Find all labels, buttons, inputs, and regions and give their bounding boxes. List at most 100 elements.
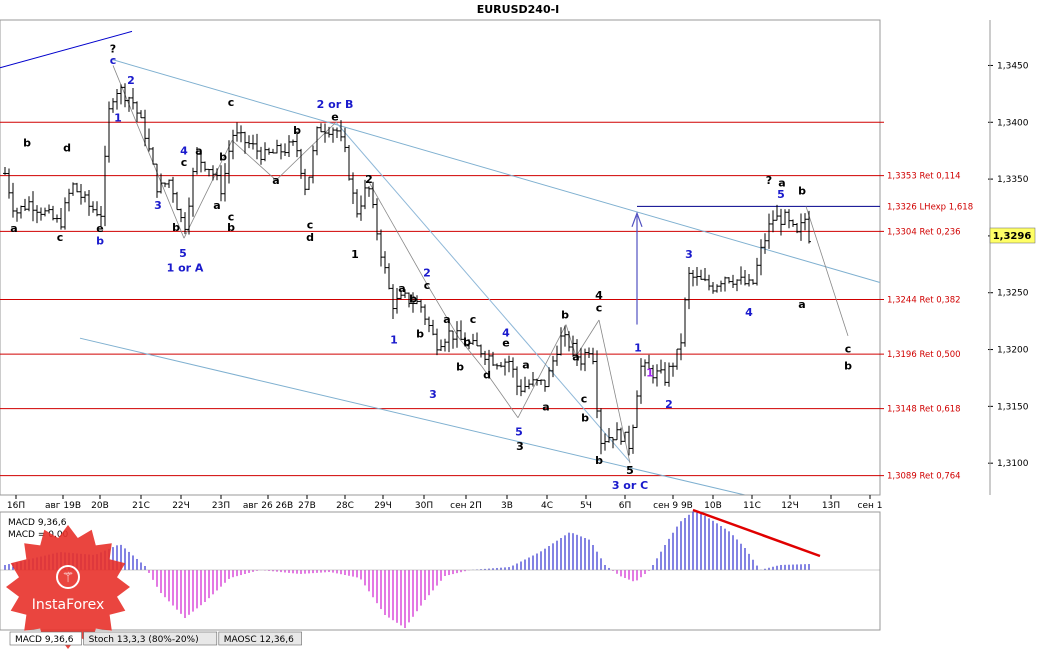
time-tick-label: 20В — [91, 501, 109, 511]
wave-label: b — [172, 221, 180, 234]
time-tick-label: авг 19В — [45, 501, 81, 511]
wave-label: c — [845, 342, 852, 355]
wave-label: a — [522, 358, 529, 371]
wave-label: 3 — [685, 248, 693, 261]
wave-label: b — [293, 124, 301, 137]
indicator-tab-label: MACD 9,36,6 — [15, 635, 74, 645]
wave-zigzag-10 — [575, 319, 600, 357]
wave-label: 5 — [179, 247, 187, 260]
wave-label: b — [798, 184, 806, 197]
indicator-tab-bg — [9, 631, 82, 646]
wave-label: 5 — [777, 188, 785, 201]
macd-panel — [0, 511, 881, 631]
wave-zigzag-4 — [367, 180, 429, 287]
wave-label: 1 or A — [167, 262, 204, 275]
indicator-tab-label: MAOSC 12,36,6 — [224, 635, 294, 645]
time-tick-label: 5Ч — [580, 501, 592, 511]
wave-label: c — [181, 156, 188, 169]
macd-value-label: MACD = 0,00 — [8, 530, 69, 540]
macd-label: MACD 9,36,6 — [8, 518, 67, 528]
time-tick-label: 29Ч — [374, 501, 392, 511]
wave-label: 5 — [515, 425, 523, 438]
indicator-tab-1[interactable]: Stoch 13,3,3 (80%-20%) — [83, 631, 218, 646]
wave-label: b — [581, 412, 589, 425]
wave-label: 1 — [351, 248, 359, 261]
wave-zigzag-3 — [275, 121, 337, 181]
wave-label: c — [228, 211, 235, 224]
time-tick-label: сен 9 9В — [653, 501, 693, 511]
wave-guide-line — [335, 121, 631, 463]
level-label-7: 1,3089 Ret 0,764 — [887, 472, 961, 482]
time-tick-label: 6П — [619, 501, 632, 511]
time-tick-label: 21С — [132, 501, 150, 511]
time-tick-label: 28С — [336, 501, 354, 511]
time-tick-label: 11С — [743, 501, 761, 511]
wave-label: c — [424, 279, 431, 292]
wave-label: 3 or C — [612, 479, 648, 492]
time-tick-label: 22Ч — [172, 501, 190, 511]
wave-label: e — [502, 337, 509, 350]
level-label-5: 1,3196 Ret 0,500 — [887, 350, 961, 360]
wave-label: b — [219, 150, 227, 163]
wave-label: a — [778, 177, 785, 190]
wave-label: 4 — [502, 327, 510, 340]
wave-label: b — [844, 359, 852, 372]
wave-label: 1 — [634, 341, 642, 354]
wave-label: 3 — [429, 388, 437, 401]
wave-label: c — [470, 313, 477, 326]
indicator-tab-2[interactable]: MAOSC 12,36,6 — [218, 631, 302, 646]
wave-label: 2 or B — [317, 98, 354, 111]
wave-zigzag-9 — [565, 324, 577, 357]
wave-label: 5 — [626, 464, 634, 477]
wave-label: b — [227, 221, 235, 234]
time-tick-label: 10В — [704, 501, 722, 511]
price-tick-label: 1,3150 — [997, 402, 1029, 412]
wave-label: c — [110, 54, 117, 67]
wave-label: d — [483, 369, 491, 382]
wave-label: a — [443, 313, 450, 326]
watermark-text: InstaForex — [32, 597, 105, 613]
channel-line-2 — [0, 30, 133, 69]
level-label-3: 1,3304 Ret 0,236 — [887, 227, 961, 237]
wave-zigzag-2 — [231, 140, 277, 181]
instaforex-logo: ⚚ InstaForex — [6, 525, 130, 649]
wave-label: 4 — [745, 306, 753, 319]
time-axis: 16П авг 19В 20В 21С 22Ч 23П авг 26 26В 27В 28С 29… — [7, 495, 883, 511]
current-price-label: 1,3296 — [993, 231, 1032, 242]
indicator-tab-0[interactable]: MACD 9,36,6 — [9, 631, 82, 646]
time-tick-label: сен 1 — [858, 501, 883, 511]
channel-line-1 — [79, 337, 746, 496]
svg-text:⚚: ⚚ — [62, 570, 75, 586]
wave-zigzag-8 — [517, 324, 567, 418]
time-tick-label: 23П — [212, 501, 230, 511]
wave-label: b — [23, 137, 31, 150]
wave-label: ? — [110, 42, 116, 55]
wave-label: a — [398, 282, 405, 295]
price-tick-label: 1,3100 — [997, 459, 1029, 469]
time-tick-label: авг 26 26В — [243, 501, 293, 511]
wave-label: b — [96, 234, 104, 247]
projection-arrow-head — [631, 211, 643, 228]
time-tick-label: 4С — [541, 501, 553, 511]
wave-label: a — [572, 350, 579, 363]
current-price-badge: 1,3296 — [989, 227, 1036, 244]
price-tick-label: 1,3450 — [997, 61, 1029, 71]
time-tick-label: 16П — [7, 501, 25, 511]
wave-label: a — [272, 174, 279, 187]
wave-zigzag-12 — [805, 206, 849, 337]
wave-zigzag-7 — [481, 366, 519, 418]
time-tick-label: 12Ч — [781, 501, 799, 511]
time-tick-label: 3В — [501, 501, 513, 511]
level-label-4: 1,3244 Ret 0,382 — [887, 296, 961, 306]
wave-label: 4 — [595, 289, 603, 302]
wave-label: b — [416, 328, 424, 341]
wave-label: 1 — [114, 112, 122, 125]
wave-label: 2 — [423, 266, 431, 279]
chart-title: EURUSD240-I — [477, 3, 560, 16]
indicator-tab-label: Stoch 13,3,3 (80%-20%) — [89, 635, 199, 645]
wave-zigzag-1 — [183, 140, 233, 239]
time-tick-label: 30П — [415, 501, 433, 511]
wave-label: a — [195, 145, 202, 158]
price-tick-label: 1,3350 — [997, 175, 1029, 185]
